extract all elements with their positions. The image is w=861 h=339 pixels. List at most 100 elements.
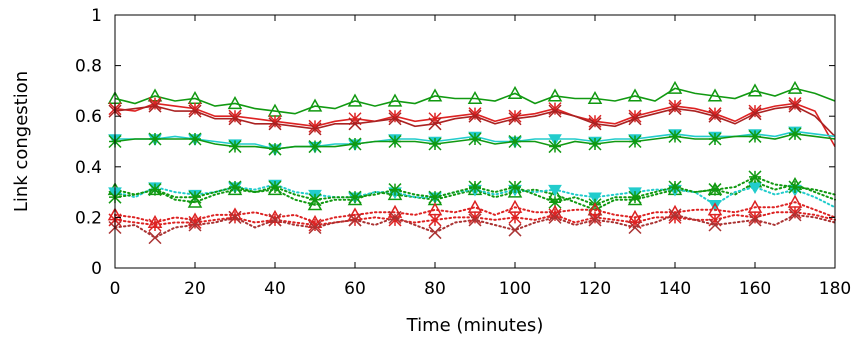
data-point bbox=[628, 220, 642, 235]
data-point bbox=[588, 192, 602, 205]
data-point bbox=[668, 102, 682, 116]
data-point bbox=[748, 107, 762, 121]
data-point bbox=[668, 208, 682, 222]
data-point bbox=[788, 180, 802, 194]
data-point bbox=[667, 80, 683, 94]
x-tick-label: 20 bbox=[184, 279, 206, 299]
data-point bbox=[628, 190, 642, 204]
data-point bbox=[428, 226, 442, 240]
data-point bbox=[307, 98, 323, 112]
data-point bbox=[747, 83, 763, 97]
data-point bbox=[347, 192, 363, 206]
data-point bbox=[468, 109, 482, 123]
x-tick-label: 180 bbox=[819, 279, 851, 299]
x-tick-label: 40 bbox=[264, 279, 286, 299]
data-point bbox=[228, 210, 242, 224]
data-point bbox=[388, 112, 402, 126]
data-point bbox=[228, 112, 242, 126]
data-point bbox=[748, 210, 762, 224]
data-point bbox=[388, 134, 402, 149]
data-point bbox=[308, 122, 322, 136]
data-point bbox=[188, 104, 202, 118]
series-10 bbox=[108, 208, 836, 245]
y-tick-label: 0.8 bbox=[75, 57, 102, 77]
data-point bbox=[587, 90, 603, 105]
data-point bbox=[547, 88, 563, 102]
y-tick-label: 0.4 bbox=[75, 158, 102, 178]
data-point bbox=[268, 142, 282, 156]
data-point bbox=[668, 129, 682, 143]
data-point bbox=[588, 114, 602, 128]
data-point bbox=[427, 202, 443, 216]
data-point bbox=[348, 137, 362, 151]
data-point bbox=[548, 104, 562, 118]
data-point bbox=[708, 218, 722, 232]
data-point bbox=[628, 134, 642, 149]
y-tick-label: 0.2 bbox=[75, 208, 102, 228]
data-point bbox=[428, 190, 442, 204]
data-point bbox=[308, 218, 322, 232]
data-point bbox=[668, 180, 682, 194]
data-point bbox=[788, 99, 802, 113]
data-point bbox=[307, 197, 323, 211]
data-point bbox=[467, 90, 483, 105]
data-point bbox=[387, 93, 403, 107]
x-tick-label: 140 bbox=[659, 279, 691, 299]
data-point bbox=[588, 117, 602, 131]
data-point bbox=[468, 180, 482, 194]
data-point bbox=[668, 210, 682, 224]
series-2 bbox=[108, 99, 836, 137]
data-point bbox=[227, 96, 243, 110]
data-point bbox=[748, 182, 762, 195]
data-point bbox=[548, 134, 562, 146]
data-point bbox=[268, 117, 282, 131]
data-point bbox=[347, 93, 363, 107]
data-point bbox=[548, 210, 562, 224]
data-point bbox=[588, 213, 602, 227]
x-tick-label: 160 bbox=[739, 279, 771, 299]
data-point bbox=[148, 218, 162, 232]
x-tick-label: 80 bbox=[424, 279, 446, 299]
data-point bbox=[348, 213, 362, 227]
data-point bbox=[148, 99, 162, 113]
data-point bbox=[508, 112, 522, 126]
data-point bbox=[228, 180, 242, 194]
data-point bbox=[788, 208, 802, 222]
data-point bbox=[788, 127, 802, 141]
data-point bbox=[227, 182, 243, 196]
data-point bbox=[348, 117, 362, 131]
data-point bbox=[188, 132, 202, 146]
data-point bbox=[548, 140, 562, 154]
data-point bbox=[507, 85, 523, 99]
data-point bbox=[428, 213, 442, 227]
data-point bbox=[188, 190, 202, 204]
data-point bbox=[548, 184, 562, 197]
data-point bbox=[628, 112, 642, 126]
data-point bbox=[427, 88, 443, 102]
data-point bbox=[748, 170, 762, 184]
data-point bbox=[748, 129, 762, 143]
data-point bbox=[748, 213, 762, 227]
data-point bbox=[387, 187, 403, 201]
data-point bbox=[148, 132, 162, 146]
y-tick-label: 1 bbox=[91, 6, 102, 26]
data-point bbox=[708, 183, 722, 197]
series-9 bbox=[108, 205, 836, 232]
data-point bbox=[468, 132, 482, 146]
data-point bbox=[428, 117, 442, 131]
data-point bbox=[627, 192, 643, 206]
x-tick-label: 100 bbox=[499, 279, 531, 299]
data-point bbox=[548, 195, 562, 209]
data-point bbox=[588, 137, 602, 151]
data-point bbox=[508, 180, 522, 194]
data-point bbox=[388, 213, 402, 227]
x-axis-label: Time (minutes) bbox=[406, 315, 544, 336]
tick-layer: 0 20 40 60 80 100 120 140 160 180 0 0.2 0.4 0.6 0.8 1 bbox=[75, 6, 851, 299]
data-point bbox=[707, 88, 723, 102]
data-point bbox=[508, 210, 522, 224]
plot-frame bbox=[114, 14, 836, 269]
data-point bbox=[507, 184, 523, 198]
data-point bbox=[148, 183, 162, 197]
series-line bbox=[114, 87, 836, 115]
